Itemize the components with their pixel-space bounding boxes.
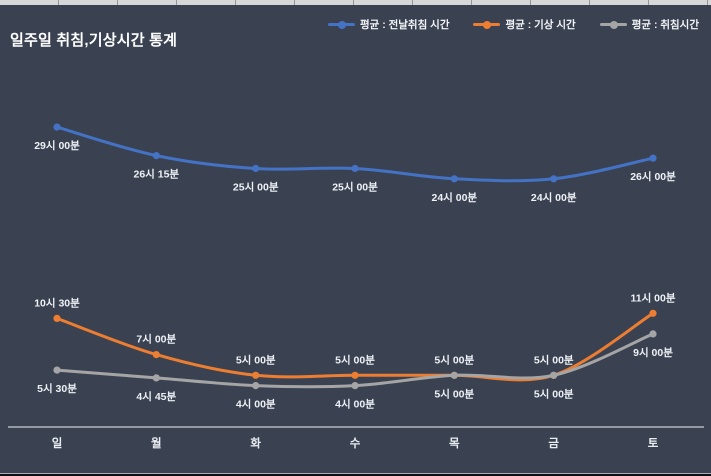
data-point <box>152 374 160 382</box>
legend-line-marker-blue-icon <box>327 20 355 29</box>
data-label: 4시 00분 <box>236 398 276 411</box>
data-label: 24시 00분 <box>531 191 577 204</box>
data-point <box>550 371 558 379</box>
legend-item-prev-day-sleep[interactable]: 평균 : 전날취침 시간 <box>327 17 450 32</box>
legend-dot-marker-gray-icon <box>609 20 618 29</box>
data-label: 4시 00분 <box>335 398 375 411</box>
data-label: 11시 00분 <box>630 291 675 304</box>
x-axis-label: 금 <box>548 437 559 450</box>
legend-dot-marker-blue-icon <box>337 20 346 29</box>
legend-label: 평균 : 취침시간 <box>631 19 699 31</box>
data-point <box>252 164 260 173</box>
x-axis-label: 월 <box>151 436 162 450</box>
legend-line-marker-gray-icon <box>599 20 627 29</box>
legend-label: 평균 : 전날취침 시간 <box>359 19 450 31</box>
data-label: 5시 30분 <box>37 382 77 395</box>
x-axis-label: 일 <box>52 436 63 450</box>
data-point <box>351 371 359 379</box>
data-label: 5시 00분 <box>236 353 276 366</box>
data-label: 7시 00분 <box>136 333 176 346</box>
data-label: 26시 00분 <box>630 170 676 183</box>
data-label: 25시 00분 <box>233 181 279 194</box>
data-point <box>252 371 260 379</box>
data-point <box>450 175 458 183</box>
data-point <box>152 351 160 359</box>
legend-label: 평균 : 기상 시간 <box>505 19 576 31</box>
data-label: 10시 30분 <box>34 296 80 309</box>
data-point <box>649 154 657 162</box>
data-point <box>152 152 160 160</box>
data-point <box>351 382 359 390</box>
data-label: 5시 00분 <box>434 353 474 366</box>
data-point <box>351 164 359 173</box>
legend-item-wake-time[interactable]: 평균 : 기상 시간 <box>473 17 576 32</box>
x-axis-label: 화 <box>250 436 261 450</box>
x-axis-label: 수 <box>350 437 361 450</box>
data-point <box>550 175 558 183</box>
data-label: 5시 00분 <box>335 353 375 366</box>
data-label: 9시 00분 <box>633 346 673 359</box>
data-point <box>649 330 657 338</box>
data-label: 24시 00분 <box>431 191 477 204</box>
data-point <box>649 309 657 317</box>
data-label: 5시 00분 <box>534 353 574 366</box>
chart-title: 일주일 취침,기상시간 통계 <box>10 32 178 49</box>
data-point <box>252 382 260 390</box>
data-point <box>53 366 61 374</box>
data-label: 5시 00분 <box>534 387 574 400</box>
series-line-1 <box>55 311 655 382</box>
spreadsheet-cells-strip <box>0 0 711 5</box>
data-label: 26시 15분 <box>133 168 179 181</box>
data-label: 5시 00분 <box>434 387 474 400</box>
chart-svg: 일 월 화 수 목 금 토 29시 00분 26시 15분 25시 00분 25시 00분 24시 0… <box>8 123 704 450</box>
data-label: 4시 45분 <box>136 390 176 403</box>
legend-item-sleep-time[interactable]: 평균 : 취침시간 <box>599 17 699 32</box>
x-axis-label: 목 <box>449 437 460 450</box>
bottom-edge <box>0 473 711 476</box>
chart-object[interactable]: 일주일 취침,기상시간 통계 평균 : 전날취침 시간 평균 : 기상 시간 평… <box>0 5 711 473</box>
data-point <box>450 371 458 379</box>
data-label: 29시 00분 <box>34 139 80 152</box>
legend-line-marker-orange-icon <box>473 20 501 29</box>
data-point <box>53 123 61 131</box>
data-point <box>53 314 61 322</box>
chart-legend: 평균 : 전날취침 시간 평균 : 기상 시간 평균 : 취침시간 <box>327 17 699 32</box>
data-label: 25시 00분 <box>332 181 378 194</box>
x-axis-label: 토 <box>648 437 659 450</box>
legend-dot-marker-orange-icon <box>483 20 492 29</box>
